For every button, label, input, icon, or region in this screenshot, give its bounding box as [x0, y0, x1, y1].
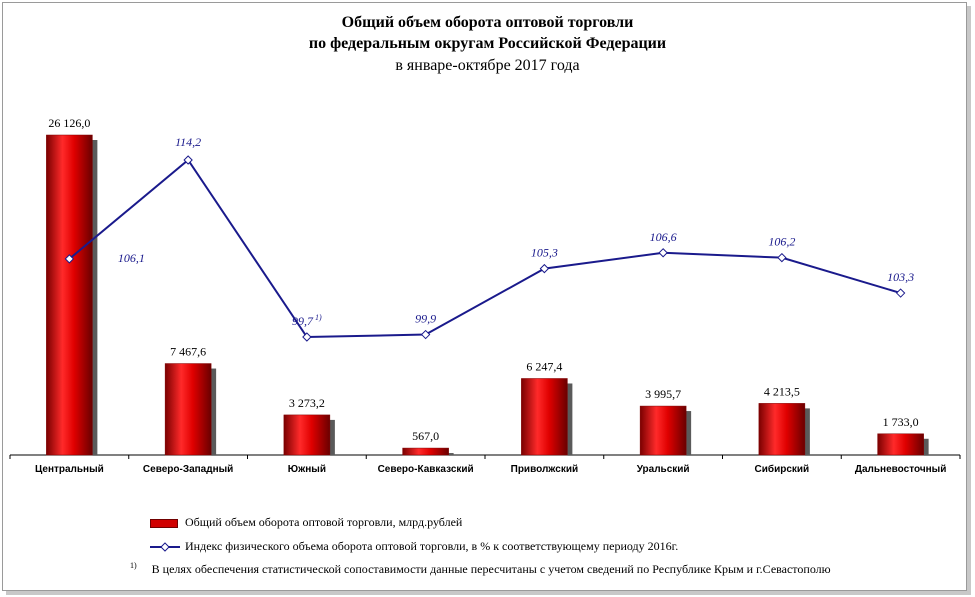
- bar-5: [521, 378, 568, 456]
- bar-value-label: 567,0: [412, 429, 439, 443]
- footnote-text: В целях обеспечения статистической сопос…: [151, 562, 831, 576]
- index-value-label: 105,3: [531, 246, 558, 260]
- line-layer: [64, 155, 906, 342]
- index-value-label: 103,3: [887, 270, 914, 284]
- category-label: Приволжский: [511, 464, 579, 475]
- index-marker: [777, 252, 787, 263]
- legend-swatch-line: [150, 542, 180, 552]
- bar-value-label: 3 995,7: [645, 387, 681, 401]
- index-marker: [539, 263, 550, 274]
- index-value-label: 106,6: [650, 230, 677, 244]
- legend-label-line: Индекс физического объема оборота оптово…: [185, 539, 679, 553]
- bar-8: [877, 433, 924, 456]
- bar-6: [639, 405, 687, 456]
- index-marker: [420, 329, 431, 340]
- category-label: Сибирский: [755, 463, 810, 475]
- chart-title-line3: в январе-октябре 2017 года: [395, 57, 580, 74]
- bar-3: [283, 414, 331, 456]
- legend-swatch-bar: [150, 518, 178, 528]
- bar-value-label: 7 467,6: [170, 345, 206, 359]
- bar-value-label: 1 733,0: [883, 415, 919, 429]
- index-marker: [658, 248, 668, 258]
- legend-label-bar: Общий объем оборота оптовой торговли, мл…: [185, 515, 463, 529]
- chart-title-line2: по федеральным округам Российской Федера…: [308, 35, 667, 52]
- chart-frame: [2, 2, 967, 591]
- bar-value-label: 26 126,0: [48, 116, 90, 130]
- index-marker: [895, 288, 906, 298]
- category-label: Центральный: [35, 464, 104, 475]
- bar-2: [164, 363, 212, 456]
- bar-7: [758, 403, 806, 456]
- bar-1: [46, 134, 93, 456]
- legend-item-bar: Общий объем оборота оптовой торговли, мл…: [150, 515, 462, 530]
- legend-item-line: Индекс физического объема оборота оптово…: [150, 539, 678, 554]
- index-value-label: 114,2: [175, 135, 201, 149]
- category-label: Южный: [288, 464, 326, 475]
- footnote: 1) В целях обеспечения статистической со…: [130, 561, 831, 577]
- bar-value-label: 4 213,5: [764, 384, 800, 398]
- index-value-label: 106,1: [118, 251, 145, 265]
- index-value-label: 106,2: [768, 235, 795, 249]
- category-label: Дальневосточный: [855, 464, 947, 475]
- index-line: [68, 158, 901, 339]
- index-value-label: 99,9: [415, 312, 436, 326]
- bar-value-label: 3 273,2: [289, 396, 325, 410]
- bars-layer: [9, 134, 961, 459]
- category-label: Уральский: [637, 464, 690, 475]
- labels-layer: 26 126,0 Центральный 7 467,6 Северо-Западны…: [35, 116, 946, 475]
- index-value-label: 99,7 1): [292, 313, 322, 328]
- category-label: Северо-Кавказский: [378, 464, 474, 475]
- bar-4: [402, 447, 449, 456]
- index-marker: [302, 332, 312, 342]
- index-marker: [183, 155, 193, 165]
- category-label: Северо-Западный: [143, 464, 233, 475]
- bar-value-label: 6 247,4: [526, 359, 562, 373]
- footnote-mark: 1): [130, 561, 137, 570]
- index-marker: [64, 254, 75, 264]
- chart-title-line1: Общий объем оборота оптовой торговли: [341, 14, 634, 31]
